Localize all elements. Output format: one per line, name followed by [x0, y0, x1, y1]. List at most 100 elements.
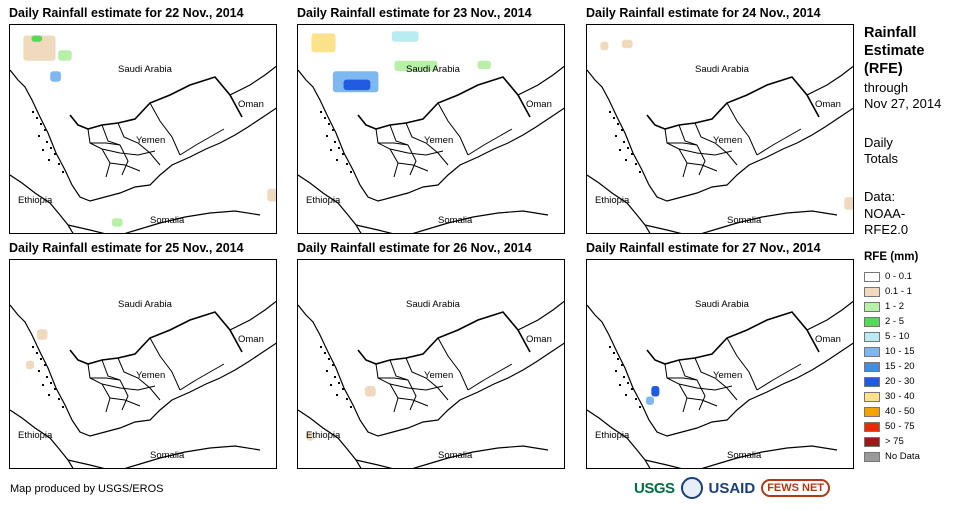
legend-label: 10 - 15 [885, 346, 915, 357]
island [338, 382, 340, 384]
island [619, 384, 621, 386]
country-border [67, 459, 105, 468]
island [324, 352, 326, 354]
legend-swatch [864, 331, 880, 342]
country-border [69, 76, 243, 130]
country-label-somalia: Somalia [727, 450, 762, 461]
legend-swatch [864, 391, 880, 402]
rainfall-map: Saudi Arabia Oman Yemen Ethiopia Somalia [9, 259, 277, 469]
panel-title: Daily Rainfall estimate for 24 Nov., 201… [586, 6, 821, 20]
legend-swatch [864, 361, 880, 372]
rainfall-patch [600, 41, 609, 51]
usaid-seal-icon [680, 477, 703, 499]
map-drawing [298, 300, 564, 468]
governorate-border [726, 102, 758, 156]
usaid-logo: USAID [708, 479, 756, 497]
coastline [298, 304, 564, 437]
country-label-somalia: Somalia [727, 215, 762, 226]
map-drawing [587, 300, 853, 468]
legend-swatch [864, 286, 880, 297]
governorate-border [686, 397, 718, 407]
through-date: Nov 27, 2014 [864, 96, 942, 111]
island [326, 135, 328, 137]
island [36, 352, 38, 354]
island [613, 352, 615, 354]
island [635, 163, 637, 165]
panel-title: Daily Rainfall estimate for 22 Nov., 201… [9, 6, 244, 20]
governorate-border [405, 122, 449, 166]
coastline [10, 69, 276, 202]
country-border [67, 224, 105, 233]
island [350, 406, 352, 408]
country-border [229, 300, 276, 331]
legend-swatch [864, 271, 880, 282]
island [32, 346, 34, 348]
island [40, 358, 42, 360]
totals-text: Totals [864, 151, 898, 166]
rainfall-map: Saudi Arabia Oman Yemen Ethiopia Somalia [586, 259, 854, 469]
island [332, 364, 334, 366]
country-label-ethiopia: Ethiopia [18, 195, 53, 206]
legend-item: 15 - 20 [864, 359, 920, 374]
island [320, 346, 322, 348]
island [609, 346, 611, 348]
governorate-border [378, 142, 409, 146]
governorate-border [397, 162, 429, 172]
island [50, 382, 52, 384]
title-line-3: (RFE) [864, 61, 903, 77]
governorate-border [149, 337, 181, 391]
coastline [412, 210, 549, 233]
title-line-1: Rainfall [864, 25, 917, 41]
island [625, 394, 627, 396]
country-border [517, 300, 564, 331]
country-border [646, 76, 820, 130]
country-border [644, 459, 682, 468]
island [36, 117, 38, 119]
governorate-border [437, 337, 469, 391]
country-border [355, 459, 393, 468]
country-border [806, 65, 853, 96]
island [54, 153, 56, 155]
governorate-border [179, 363, 225, 391]
governorate-border [117, 122, 161, 166]
panel-title: Daily Rainfall estimate for 27 Nov., 201… [586, 241, 821, 255]
rainfall-patch [621, 39, 633, 49]
map-drawing [10, 35, 276, 233]
country-label-yemen: Yemen [136, 370, 166, 381]
country-label-ethiopia: Ethiopia [306, 430, 341, 441]
island [621, 364, 623, 366]
through-text: through [864, 80, 909, 95]
rainfall-map: Saudi Arabia Oman Yemen Ethiopia Somalia [297, 24, 565, 234]
legend-swatch [864, 436, 880, 447]
governorate-border [378, 377, 409, 381]
island [44, 364, 46, 366]
legend-item: No Data [864, 449, 920, 464]
rainfall-patch [111, 218, 123, 227]
rainfall-patch [31, 35, 43, 42]
data-label: Data: [864, 189, 896, 204]
island [62, 171, 64, 173]
legend-item: 20 - 30 [864, 374, 920, 389]
governorate-border [667, 377, 698, 381]
country-label-saudi: Saudi Arabia [406, 299, 460, 310]
island [631, 153, 633, 155]
island [48, 159, 50, 161]
island [623, 141, 625, 143]
island [42, 384, 44, 386]
island [328, 123, 330, 125]
rainfall-patch [645, 396, 654, 405]
island [342, 153, 344, 155]
governorate-border [678, 148, 733, 156]
map-panel: Daily Rainfall estimate for 22 Nov., 201… [9, 6, 277, 234]
legend-label: 40 - 50 [885, 406, 915, 417]
island [334, 376, 336, 378]
governorate-border [109, 397, 141, 407]
legend-swatch [864, 316, 880, 327]
rainfall-patch [306, 432, 315, 441]
island [58, 163, 60, 165]
governorate-border [437, 102, 469, 156]
coastline [412, 445, 549, 468]
country-label-somalia: Somalia [438, 215, 473, 226]
governorate-border [90, 142, 121, 146]
country-border [646, 311, 820, 365]
